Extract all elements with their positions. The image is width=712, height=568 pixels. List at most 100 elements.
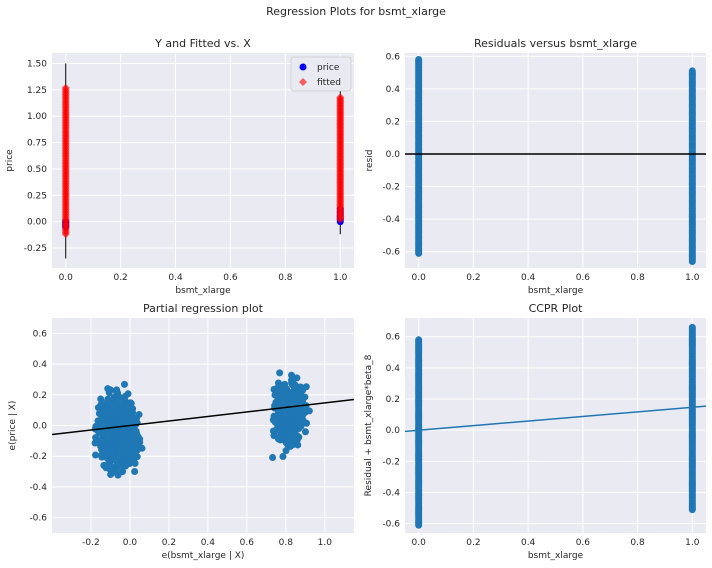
- partial-point: [131, 467, 139, 475]
- x-tick-label: 0.0: [123, 538, 138, 548]
- x-tick-label: 0.2: [162, 538, 176, 548]
- y-tick-label: 0.0: [386, 150, 401, 160]
- panel-1: 0.0 0.2 0.4 0.6 0.8 1.0 -0.25 0.00 0.25 0.50 0.75 1…: [5, 37, 354, 296]
- y-axis-label: price: [5, 149, 15, 172]
- partial-point: [107, 435, 115, 443]
- fitted-point: [336, 93, 345, 102]
- y-tick-label: -0.2: [29, 452, 47, 462]
- partial-point: [294, 441, 302, 449]
- partial-point: [288, 371, 296, 379]
- partial-point: [121, 430, 129, 438]
- plot-content: [61, 63, 345, 259]
- partial-point: [97, 395, 105, 403]
- x-axis-label: bsmt_xlarge: [175, 286, 231, 296]
- partial-point: [289, 434, 297, 442]
- panel-title: Y and Fitted vs. X: [154, 37, 251, 50]
- x-tick-label: 0.6: [223, 273, 238, 283]
- y-tick-label: -0.25: [24, 244, 47, 254]
- partial-point: [269, 453, 277, 461]
- partial-fit-line: [52, 398, 354, 436]
- partial-point: [135, 411, 143, 419]
- x-tick-label: 0.4: [521, 273, 536, 283]
- y-tick-label: 1.00: [27, 112, 47, 122]
- legend-marker-fitted: [299, 78, 307, 86]
- partial-point: [124, 402, 132, 410]
- partial-point: [126, 430, 134, 438]
- y-tick-label: 0.00: [27, 218, 47, 228]
- y-tick-label: -0.6: [382, 248, 400, 258]
- x-axis-label: bsmt_xlarge: [528, 551, 584, 561]
- partial-point: [270, 432, 278, 440]
- partial-point: [104, 385, 112, 393]
- partial-point: [301, 428, 309, 436]
- y-tick-label: 0.2: [386, 117, 400, 127]
- y-tick-label: -0.4: [382, 488, 400, 498]
- ccpr-fit-line: [405, 405, 706, 433]
- x-tick-label: 1.0: [333, 273, 348, 283]
- partial-point: [119, 396, 127, 404]
- partial-point: [100, 429, 108, 437]
- x-tick-label: 1.0: [685, 538, 700, 548]
- panel-4: 0.0 0.2 0.4 0.6 0.8 1.0 -0.6 -0.4 -0.2 0.0 0.2 0.4 0…: [364, 302, 706, 561]
- y-tick-label: 0.0: [386, 426, 401, 436]
- plot-area: [405, 53, 706, 268]
- partial-point: [278, 395, 286, 403]
- x-tick-label: 0.8: [279, 538, 294, 548]
- partial-point: [121, 449, 129, 457]
- partial-point: [123, 443, 131, 451]
- x-tick-label: 1.0: [318, 538, 333, 548]
- panel-title: Partial regression plot: [143, 302, 264, 315]
- partial-point: [276, 401, 284, 409]
- partial-point: [119, 468, 127, 476]
- plot-content: [405, 323, 706, 529]
- partial-point: [288, 420, 296, 428]
- y-tick-label: 0.6: [33, 329, 48, 339]
- partial-point: [295, 414, 303, 422]
- y-tick-label: 0.4: [33, 360, 48, 370]
- partial-point: [113, 458, 121, 466]
- y-tick-label: -0.2: [382, 457, 400, 467]
- panel-3: -0.2 0.0 0.2 0.4 0.6 0.8 1.0 -0.6 -0.4 -0.2 0.0 0.2…: [8, 302, 354, 561]
- partial-point: [281, 417, 289, 425]
- partial-point: [293, 374, 301, 382]
- legend-label-price: price: [317, 63, 340, 73]
- partial-point: [100, 438, 108, 446]
- x-tick-label: 0.8: [630, 538, 645, 548]
- fitted-point: [61, 83, 70, 92]
- x-tick-label: 0.0: [59, 273, 74, 283]
- legend: price fitted: [290, 56, 352, 92]
- y-tick-label: 0.2: [386, 395, 400, 405]
- partial-point: [289, 388, 297, 396]
- resid-point: [688, 323, 696, 331]
- partial-point: [112, 387, 120, 395]
- y-axis-label: e(price | X): [8, 401, 18, 451]
- partial-point: [292, 393, 300, 401]
- partial-point: [133, 444, 141, 452]
- y-tick-label: -0.6: [382, 520, 400, 530]
- plot-area: [405, 318, 706, 533]
- y-tick-label: 0.4: [386, 85, 401, 95]
- partial-point: [108, 450, 116, 458]
- partial-point: [109, 402, 117, 410]
- y-tick-label: 0.6: [386, 333, 401, 343]
- partial-point: [297, 393, 305, 401]
- partial-point: [303, 419, 311, 427]
- partial-point: [289, 429, 297, 437]
- partial-point: [301, 405, 309, 413]
- partial-point: [276, 369, 284, 377]
- x-tick-label: 0.2: [113, 273, 127, 283]
- x-tick-label: 0.6: [240, 538, 255, 548]
- resid-point: [415, 56, 423, 64]
- partial-point: [123, 419, 131, 427]
- x-tick-label: 1.0: [685, 273, 700, 283]
- plot-content: [52, 369, 354, 479]
- partial-point: [279, 381, 287, 389]
- partial-point: [98, 446, 106, 454]
- x-tick-label: 0.4: [521, 538, 536, 548]
- partial-point: [133, 431, 141, 439]
- partial-point: [116, 416, 124, 424]
- panel-title: Residuals versus bsmt_xlarge: [474, 37, 637, 50]
- x-tick-label: -0.2: [82, 538, 100, 548]
- panel-2: 0.0 0.2 0.4 0.6 0.8 1.0 -0.6 -0.4 -0.2 0.0 0.2 0.4 0…: [365, 37, 706, 296]
